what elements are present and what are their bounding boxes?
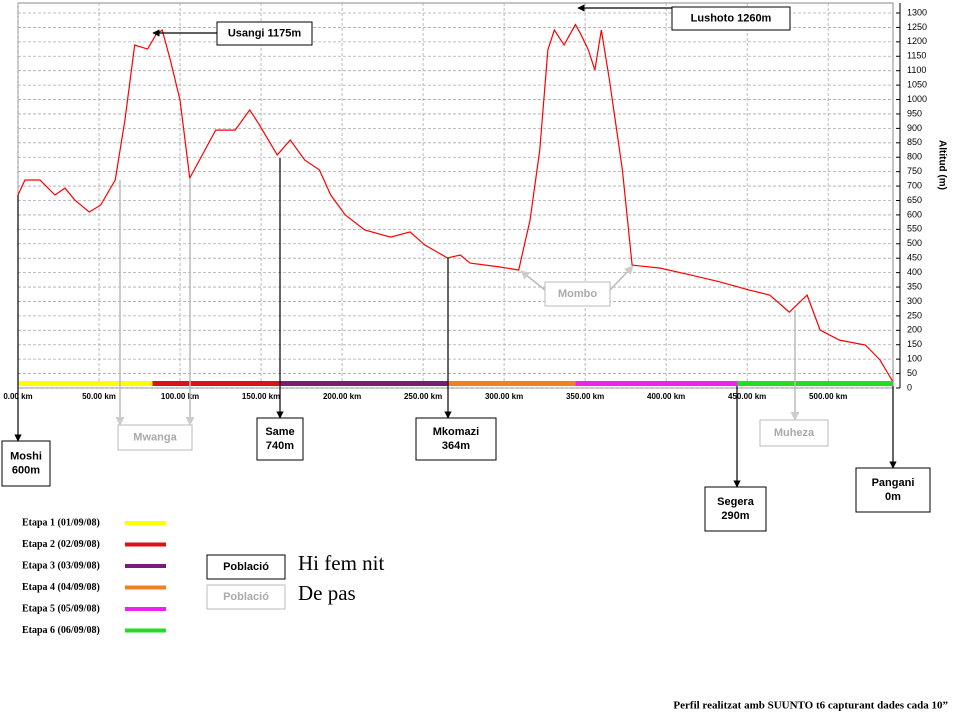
x-tick-label: 500.00 km	[809, 392, 847, 401]
annotation-box	[216, 21, 313, 46]
y-tick-label: 450	[907, 253, 922, 263]
annotation-text: Mombo	[558, 288, 597, 300]
y-tick-label: 350	[907, 281, 922, 291]
annotation-text: 0m	[885, 491, 901, 503]
y-tick-label: 50	[907, 368, 917, 378]
y-tick-label: 850	[907, 137, 922, 147]
y-tick-label: 750	[907, 166, 922, 176]
x-tick-label: 200.00 km	[323, 392, 361, 401]
y-tick-label: 700	[907, 180, 922, 190]
key-text: De pas	[298, 581, 356, 605]
stage-bar	[575, 381, 738, 386]
annotation-box	[704, 486, 767, 532]
stage-bar	[447, 381, 576, 386]
y-tick-label: 950	[907, 108, 922, 118]
annotation-text: Mwanga	[133, 431, 177, 443]
legend-label: Etapa 1 (01/09/08)	[22, 517, 100, 528]
stage-bar	[152, 381, 281, 386]
elevation-line	[17, 23, 894, 383]
key-box	[206, 584, 286, 610]
connector	[609, 265, 634, 291]
annotation-box	[1, 440, 51, 487]
y-tick-label: 650	[907, 195, 922, 205]
y-tick-label: 1000	[907, 94, 927, 104]
annotation-text: 600m	[12, 464, 40, 476]
y-tick-label: 800	[907, 152, 922, 162]
annotation-text: Segera	[717, 496, 755, 508]
annotation-text: Muheza	[774, 427, 815, 439]
y-tick-label: 1300	[907, 7, 927, 17]
y-tick-label: 1200	[907, 36, 927, 46]
connector	[520, 270, 546, 291]
y-tick-label: 200	[907, 325, 922, 335]
annotation-text: Mkomazi	[433, 426, 479, 438]
y-tick-label: 550	[907, 224, 922, 234]
legend-label: Etapa 3 (03/09/08)	[22, 560, 100, 571]
annotation-text: Usangi 1175m	[228, 27, 302, 39]
annotation-box	[415, 417, 497, 461]
stage-bar	[18, 381, 153, 386]
y-tick-label: 1050	[907, 79, 927, 89]
annotation-box	[671, 6, 791, 31]
footnote: Perfil realitzat amb SUUNTO t6 capturant…	[673, 700, 948, 712]
annotation-text: 364m	[442, 440, 470, 452]
y-tick-label: 150	[907, 339, 922, 349]
annotation-text: Same	[265, 426, 294, 438]
y-tick-label: 100	[907, 354, 922, 364]
y-tick-label: 300	[907, 296, 922, 306]
annotation-box	[544, 281, 611, 307]
y-tick-label: 1150	[907, 51, 926, 61]
y-axis-title: Altitud (m)	[936, 140, 947, 190]
y-tick-label: 900	[907, 123, 922, 133]
annotation-text: 290m	[721, 510, 749, 522]
x-tick-label: 350.00 km	[566, 392, 604, 401]
x-tick-label: 100.00 km	[161, 392, 199, 401]
stage-bar	[280, 381, 448, 386]
annotation-box	[855, 467, 931, 513]
annotation-text: Moshi	[10, 450, 42, 462]
x-tick-label: 250.00 km	[404, 392, 442, 401]
y-tick-label: 1250	[907, 22, 927, 32]
legend-label: Etapa 5 (05/09/08)	[22, 603, 100, 614]
x-tick-label: 450.00 km	[728, 392, 766, 401]
annotation-box	[117, 424, 193, 451]
key-box	[206, 554, 286, 580]
annotation-text: 740m	[266, 440, 294, 452]
x-tick-label: 300.00 km	[485, 392, 523, 401]
x-tick-label: 150.00 km	[242, 392, 280, 401]
annotation-text: Pangani	[872, 477, 915, 489]
y-tick-label: 500	[907, 238, 922, 248]
x-tick-label: 400.00 km	[647, 392, 685, 401]
annotation-box	[759, 419, 829, 447]
y-tick-label: 0	[907, 382, 912, 392]
y-tick-label: 600	[907, 209, 922, 219]
y-tick-label: 250	[907, 310, 922, 320]
y-tick-label: 1100	[907, 65, 926, 75]
key-label: Població	[223, 561, 269, 573]
annotation-box	[256, 417, 304, 461]
key-label: Població	[223, 591, 269, 603]
x-tick-label: 50.00 km	[82, 392, 116, 401]
legend-label: Etapa 6 (06/09/08)	[22, 625, 100, 636]
annotation-text: Lushoto 1260m	[691, 12, 772, 24]
legend-label: Etapa 2 (02/09/08)	[22, 539, 100, 550]
y-tick-label: 400	[907, 267, 922, 277]
legend-label: Etapa 4 (04/09/08)	[22, 582, 100, 593]
key-text: Hi fem nit	[298, 551, 384, 575]
stage-bar	[737, 381, 893, 386]
